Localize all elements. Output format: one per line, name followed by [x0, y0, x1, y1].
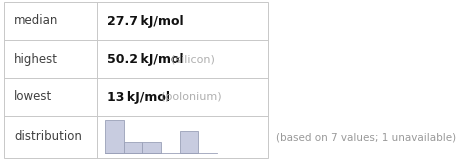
Text: lowest: lowest [14, 91, 52, 104]
Bar [124, 142, 142, 153]
Text: median: median [14, 15, 58, 28]
Text: 50.2 kJ/mol: 50.2 kJ/mol [107, 52, 184, 65]
Text: 13 kJ/mol: 13 kJ/mol [107, 91, 170, 104]
Text: highest: highest [14, 52, 58, 65]
Text: (polonium): (polonium) [161, 92, 221, 102]
Bar [105, 120, 124, 153]
Text: (silicon): (silicon) [171, 54, 215, 64]
Bar [142, 142, 161, 153]
Text: (based on 7 values; 1 unavailable): (based on 7 values; 1 unavailable) [276, 132, 456, 142]
Bar [179, 131, 198, 153]
Text: distribution: distribution [14, 131, 82, 144]
Bar [4, 2, 268, 158]
Text: 27.7 kJ/mol: 27.7 kJ/mol [107, 15, 184, 28]
